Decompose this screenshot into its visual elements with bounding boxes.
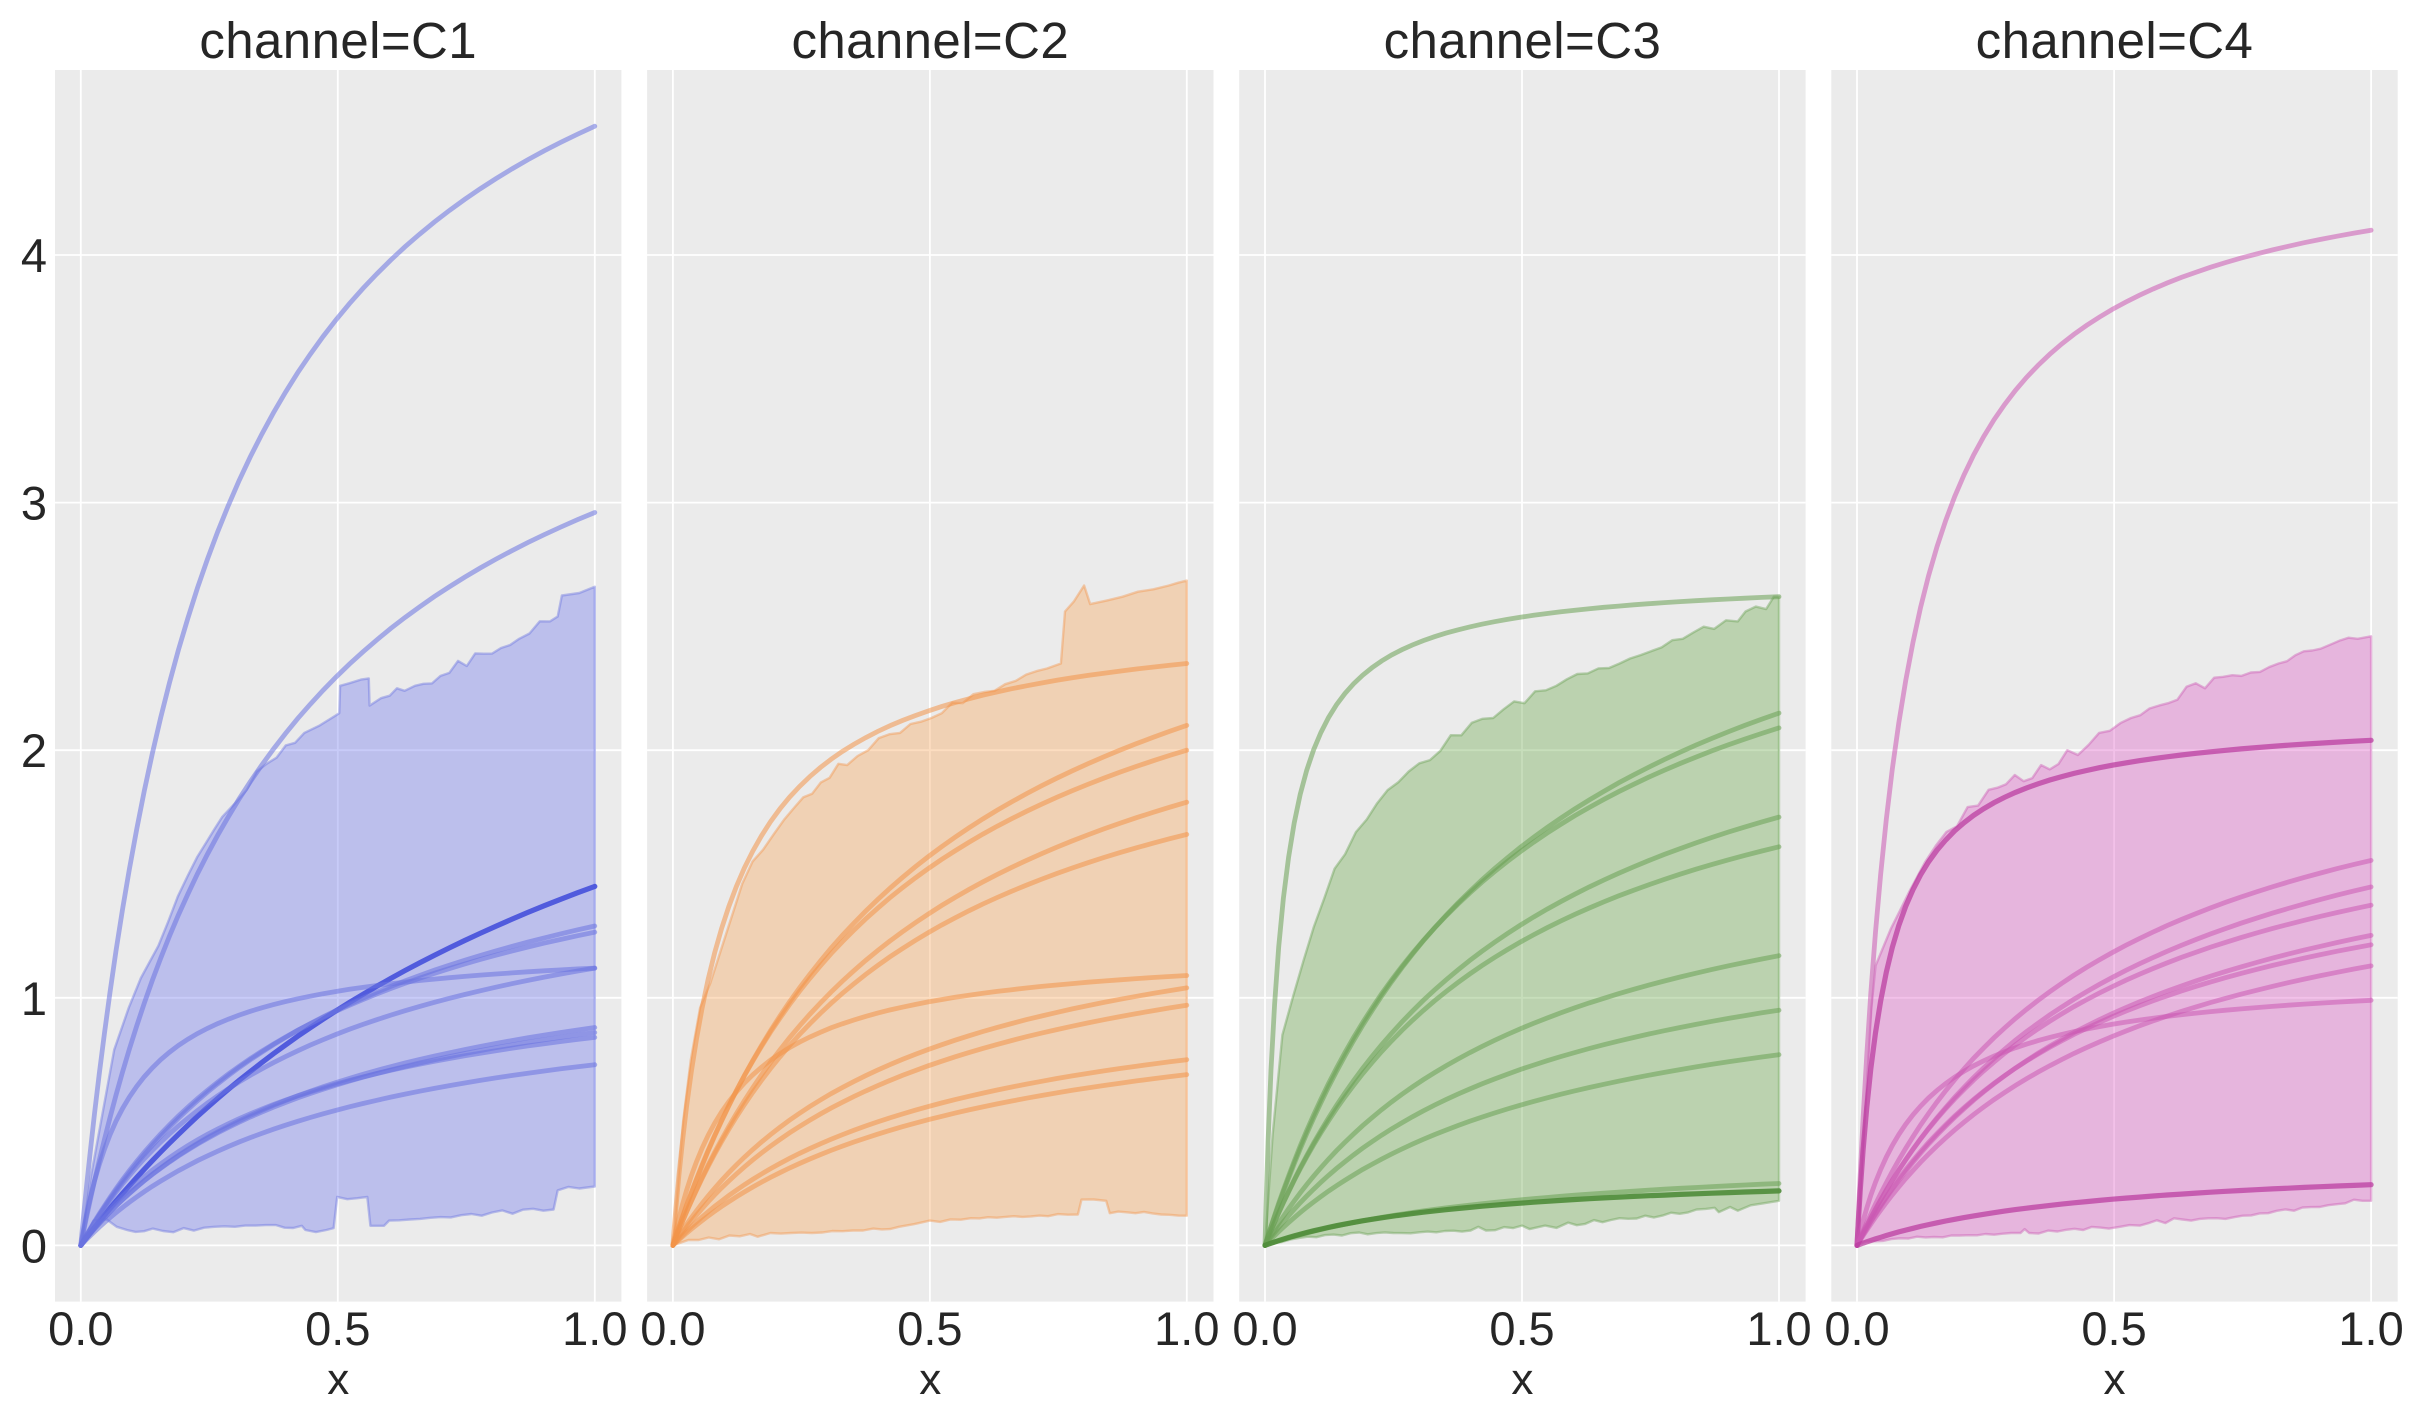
svg-text:channel=C3: channel=C3 bbox=[1384, 12, 1662, 69]
svg-text:1.0: 1.0 bbox=[562, 1302, 627, 1355]
svg-text:channel=C4: channel=C4 bbox=[1976, 12, 2254, 69]
svg-text:4: 4 bbox=[21, 229, 47, 282]
svg-text:0.0: 0.0 bbox=[48, 1302, 113, 1355]
svg-text:0.0: 0.0 bbox=[1232, 1302, 1297, 1355]
svg-text:x: x bbox=[919, 1355, 941, 1404]
svg-text:x: x bbox=[1511, 1355, 1533, 1404]
svg-text:channel=C2: channel=C2 bbox=[791, 12, 1069, 69]
svg-text:0: 0 bbox=[21, 1219, 47, 1272]
svg-text:3: 3 bbox=[21, 477, 47, 530]
svg-text:1.0: 1.0 bbox=[2338, 1302, 2403, 1355]
svg-text:0.5: 0.5 bbox=[305, 1302, 370, 1355]
svg-text:0.0: 0.0 bbox=[640, 1302, 705, 1355]
svg-text:channel=C1: channel=C1 bbox=[199, 12, 477, 69]
svg-text:x: x bbox=[327, 1355, 349, 1404]
svg-text:0.5: 0.5 bbox=[897, 1302, 962, 1355]
svg-text:1.0: 1.0 bbox=[1746, 1302, 1811, 1355]
svg-text:1.0: 1.0 bbox=[1154, 1302, 1219, 1355]
svg-text:2: 2 bbox=[21, 724, 47, 777]
svg-text:1: 1 bbox=[21, 972, 47, 1025]
svg-text:x: x bbox=[2104, 1355, 2126, 1404]
svg-text:0.0: 0.0 bbox=[1824, 1302, 1889, 1355]
svg-text:0.5: 0.5 bbox=[1489, 1302, 1554, 1355]
svg-text:0.5: 0.5 bbox=[2081, 1302, 2146, 1355]
